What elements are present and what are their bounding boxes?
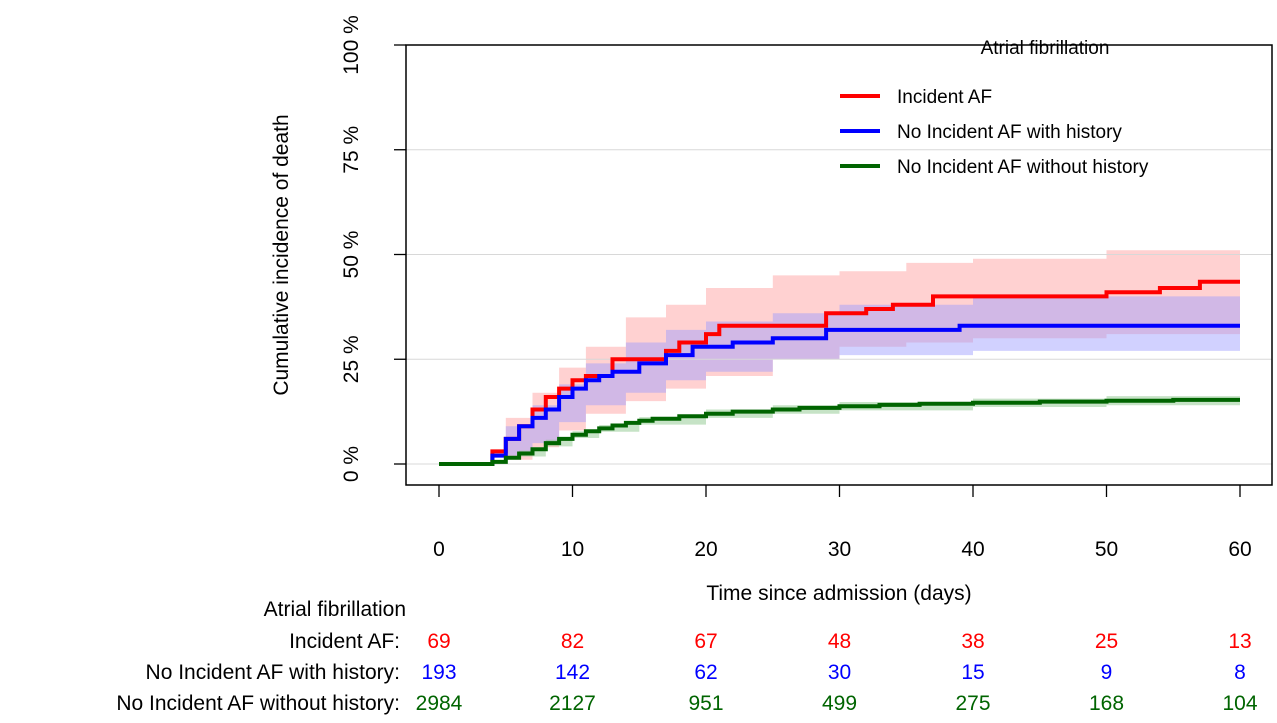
- risk-count: 69: [427, 630, 450, 653]
- legend-label-no-incident-af-with-history: No Incident AF with history: [897, 122, 1122, 143]
- risk-count: 2984: [416, 692, 463, 715]
- confidence-bands: [439, 241, 1240, 464]
- risk-count: 15: [961, 661, 984, 684]
- y-tick-label-25: 25 %: [340, 335, 363, 383]
- x-tick-label-30: 30: [828, 538, 851, 561]
- x-tick-label-50: 50: [1095, 538, 1118, 561]
- risk-count: 82: [561, 630, 584, 653]
- y-tick-label-50: 50 %: [340, 231, 363, 279]
- risk-row-label-no-incident-af-without-history: No Incident AF without history:: [116, 692, 400, 715]
- risk-count: 193: [421, 661, 456, 684]
- risk-count: 951: [688, 692, 723, 715]
- risk-count: 48: [828, 630, 851, 653]
- risk-count: 67: [694, 630, 717, 653]
- series-line-no-incident-af-without-history: [439, 397, 1240, 466]
- risk-count: 275: [955, 692, 990, 715]
- risk-count: 38: [961, 630, 984, 653]
- risk-count: 30: [828, 661, 851, 684]
- x-tick-label-0: 0: [433, 538, 445, 561]
- risk-count: 25: [1095, 630, 1118, 653]
- risk-row-label-incident-af: Incident AF:: [289, 630, 400, 653]
- y-axis-label: Cumulative incidence of death: [270, 114, 293, 395]
- legend-label-incident-af: Incident AF: [897, 87, 992, 108]
- legend-title: Atrial fibrillation: [981, 38, 1110, 59]
- x-tick-label-20: 20: [694, 538, 717, 561]
- x-tick-label-60: 60: [1228, 538, 1251, 561]
- x-tick-label-10: 10: [561, 538, 584, 561]
- risk-count: 8: [1234, 661, 1246, 684]
- legend: Atrial fibrillation Incident AF No Incide…: [840, 38, 1149, 178]
- risk-count: 104: [1222, 692, 1257, 715]
- y-tick-label-75: 75 %: [340, 126, 363, 174]
- x-tick-label-40: 40: [961, 538, 984, 561]
- risk-count: 62: [694, 661, 717, 684]
- risk-count: 499: [822, 692, 857, 715]
- risk-count: 168: [1089, 692, 1124, 715]
- y-tick-label-0: 0 %: [340, 446, 363, 482]
- y-tick-label-100: 100 %: [340, 15, 363, 75]
- legend-label-no-incident-af-without-history: No Incident AF without history: [897, 157, 1149, 178]
- risk-count: 2127: [549, 692, 596, 715]
- axes: 0 10 20 30 40 50 60 0 % 25 % 50 % 75 % 100 %: [340, 15, 1252, 561]
- risk-count: 142: [555, 661, 590, 684]
- ci-band-no-incident-af-with-history: [439, 296, 1240, 464]
- risk-table: Atrial fibrillation Incident AF: 69 82 67 48…: [116, 598, 1257, 715]
- risk-count: 13: [1228, 630, 1251, 653]
- risk-table-title: Atrial fibrillation: [264, 598, 406, 621]
- risk-row-label-no-incident-af-with-history: No Incident AF with history:: [146, 661, 400, 684]
- risk-count: 9: [1101, 661, 1113, 684]
- series-line-no-incident-af-with-history: [439, 323, 1240, 466]
- x-axis-label: Time since admission (days): [706, 582, 971, 605]
- series-lines: [439, 279, 1240, 466]
